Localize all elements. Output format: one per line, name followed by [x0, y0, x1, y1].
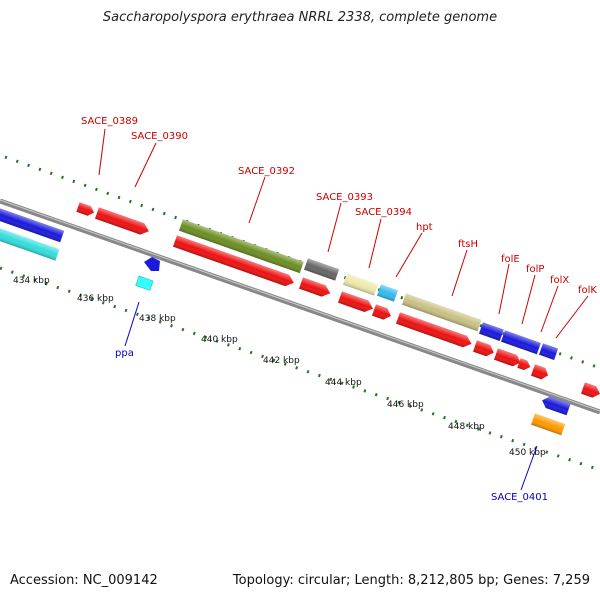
- gene-label-SACE_0390[interactable]: SACE_0390: [131, 131, 188, 142]
- feature-red-arrow-long[interactable]: [173, 235, 296, 288]
- gene-label-SACE_0392[interactable]: SACE_0392: [238, 166, 295, 177]
- gene-label-SACE_0389[interactable]: SACE_0389: [81, 116, 138, 127]
- tick-label: 450 kbp: [509, 448, 546, 458]
- tick-label: 448 kbp: [448, 422, 485, 432]
- gene-label-ftsH[interactable]: ftsH: [458, 239, 478, 250]
- tick-label: 434 kbp: [13, 276, 50, 286]
- feature-SACE_0389-arrow[interactable]: [76, 202, 95, 217]
- feature-SACE_0390-arrow[interactable]: [95, 207, 151, 237]
- accession-text: Accession: NC_009142: [10, 573, 158, 588]
- tick-label: 444 kbp: [325, 378, 362, 388]
- feature-ppa-blue-arrow[interactable]: [144, 257, 160, 271]
- feature-SACE_0394-box[interactable]: [343, 273, 379, 296]
- feature-hpt-box[interactable]: [377, 284, 398, 302]
- feature-folP-box[interactable]: [501, 330, 541, 355]
- tick-label: 436 kbp: [77, 294, 114, 304]
- gene-label-hpt[interactable]: hpt: [416, 222, 433, 233]
- tick-label: 442 kbp: [263, 356, 300, 366]
- genome-backbone-highlight: [0, 199, 600, 412]
- gene-label-SACE_0394[interactable]: SACE_0394: [355, 207, 412, 218]
- tick-label: 440 kbp: [201, 335, 238, 345]
- feature-red-arrow-edge[interactable]: [581, 382, 600, 399]
- feature-SACE_0401-orange-box[interactable]: [531, 413, 566, 436]
- feature-folX-box[interactable]: [539, 343, 559, 360]
- feature-SACE_0401-blue-arrow[interactable]: [540, 395, 571, 416]
- genome-summary-text: Topology: circular; Length: 8,212,805 bp…: [232, 573, 590, 588]
- leader-lines-bottom: [124, 301, 538, 491]
- feature-ftsH-box[interactable]: [402, 293, 482, 332]
- genome-backbone: [0, 198, 600, 415]
- feature-red-arrow[interactable]: [372, 304, 393, 321]
- gene-label-folK[interactable]: folK: [578, 285, 597, 296]
- leader-lines-top: [98, 128, 589, 339]
- feature-SACE_0392-box[interactable]: [179, 219, 304, 274]
- feature-folE-box[interactable]: [479, 322, 504, 341]
- gene-label-folX[interactable]: folX: [550, 275, 569, 286]
- diagram-title: Saccharopolyspora erythraea NRRL 2338, c…: [102, 10, 498, 25]
- feature-left-cyan-box[interactable]: [0, 228, 60, 261]
- tick-label: 438 kbp: [139, 314, 176, 324]
- feature-red-arrow-long[interactable]: [396, 312, 474, 349]
- feature-red-arrow[interactable]: [494, 348, 523, 368]
- gene-label-folP[interactable]: folP: [526, 264, 544, 275]
- gene-label-SACE_0401[interactable]: SACE_0401: [491, 492, 548, 503]
- gene-label-SACE_0393[interactable]: SACE_0393: [316, 192, 373, 203]
- feature-red-arrow[interactable]: [531, 364, 550, 381]
- gene-label-ppa[interactable]: ppa: [115, 348, 134, 359]
- gene-label-folE[interactable]: folE: [501, 254, 520, 265]
- feature-red-arrow[interactable]: [338, 291, 375, 314]
- feature-SACE_0393-box[interactable]: [304, 258, 340, 281]
- feature-red-arrow[interactable]: [299, 277, 332, 299]
- feature-red-arrow[interactable]: [473, 340, 496, 358]
- tick-label: 446 kbp: [387, 400, 424, 410]
- feature-red-arrow[interactable]: [517, 358, 532, 371]
- feature-ppa-cyan-box[interactable]: [135, 275, 154, 291]
- feature-left-blue-box[interactable]: [0, 208, 65, 243]
